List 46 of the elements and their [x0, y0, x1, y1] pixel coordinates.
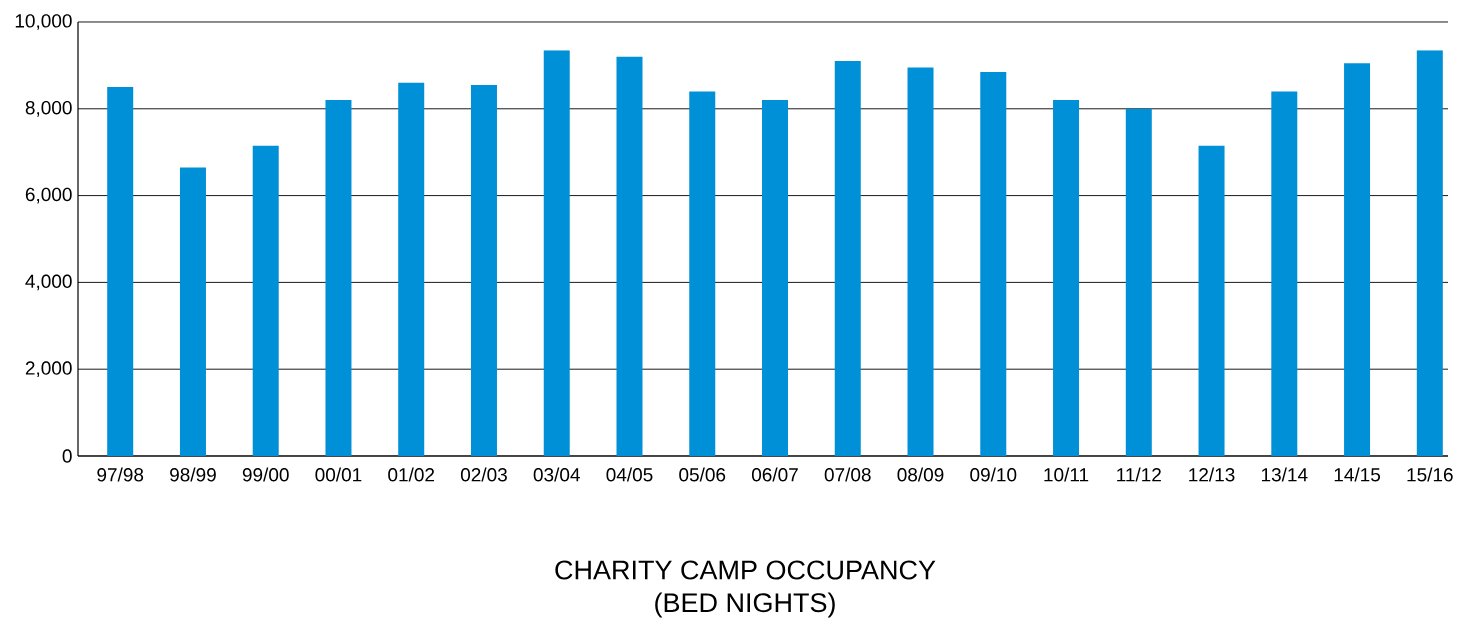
x-tick-label: 01/02	[388, 467, 435, 482]
bar	[252, 145, 279, 456]
x-tick-label: 14/15	[1334, 467, 1381, 482]
y-tick-label: 10,000	[15, 14, 72, 30]
bar	[325, 100, 352, 456]
bar	[1053, 100, 1080, 456]
bar	[1271, 91, 1298, 456]
x-tick-label: 11/12	[1117, 467, 1161, 482]
bar	[543, 50, 570, 456]
bar	[1344, 63, 1371, 456]
bar	[1125, 108, 1152, 456]
x-tick-label: 99/00	[242, 467, 289, 482]
x-tick-label: 10/11	[1044, 467, 1089, 482]
bar	[179, 167, 206, 456]
y-tick-label: 2,000	[25, 361, 72, 378]
x-tick-label: 13/14	[1261, 467, 1308, 482]
bar	[470, 84, 497, 456]
x-tick-label: 07/08	[824, 467, 871, 482]
x-tick-label: 98/99	[170, 467, 216, 482]
bar	[834, 61, 861, 456]
text: CHARITY CAMP OCCUPANCY	[555, 560, 936, 580]
x-tick-label: 97/98	[97, 467, 144, 482]
y-tick-label: 0	[62, 449, 72, 463]
x-tick-label: 04/05	[606, 467, 653, 482]
text: (BED NIGHTS)	[655, 592, 835, 618]
x-tick-label: 05/06	[679, 467, 726, 482]
bar	[762, 100, 789, 456]
bar	[1198, 145, 1225, 456]
bar	[107, 87, 134, 456]
x-tick-label: 03/04	[533, 467, 580, 482]
x-tick-label: 09/10	[970, 467, 1017, 482]
x-tick-label: 00/01	[315, 467, 362, 482]
x-tick-label: 12/13	[1189, 467, 1235, 482]
bar	[689, 91, 716, 456]
bar	[616, 56, 643, 456]
y-tick-label: 6,000	[25, 187, 72, 204]
x-tick-label: 08/09	[897, 467, 944, 482]
bar	[907, 67, 934, 456]
y-tick-label: 4,000	[25, 274, 72, 291]
bar	[1416, 50, 1443, 456]
bar	[980, 71, 1007, 456]
x-tick-label: 06/07	[751, 467, 798, 482]
x-tick-label: 02/03	[460, 467, 507, 482]
y-tick-label: 8,000	[25, 100, 72, 117]
bar	[398, 82, 425, 456]
x-tick-label: 15/16	[1407, 467, 1453, 482]
